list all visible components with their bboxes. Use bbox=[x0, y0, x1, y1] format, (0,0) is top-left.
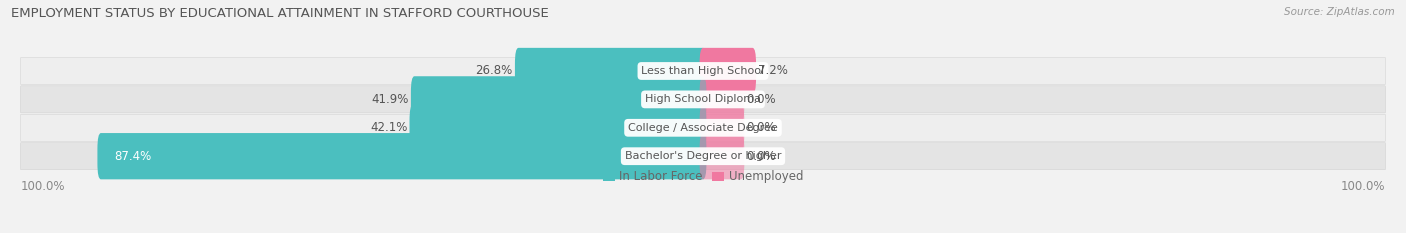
Text: High School Diploma: High School Diploma bbox=[645, 94, 761, 104]
Text: Less than High School: Less than High School bbox=[641, 66, 765, 76]
Text: Source: ZipAtlas.com: Source: ZipAtlas.com bbox=[1284, 7, 1395, 17]
Text: 41.9%: 41.9% bbox=[371, 93, 409, 106]
FancyBboxPatch shape bbox=[21, 114, 1385, 141]
Text: College / Associate Degree: College / Associate Degree bbox=[628, 123, 778, 133]
FancyBboxPatch shape bbox=[700, 133, 744, 179]
Text: Bachelor's Degree or higher: Bachelor's Degree or higher bbox=[624, 151, 782, 161]
Text: 26.8%: 26.8% bbox=[475, 65, 513, 78]
Text: 0.0%: 0.0% bbox=[747, 121, 776, 134]
FancyBboxPatch shape bbox=[411, 76, 706, 123]
FancyBboxPatch shape bbox=[97, 133, 706, 179]
Text: 100.0%: 100.0% bbox=[21, 180, 66, 193]
Text: 87.4%: 87.4% bbox=[115, 150, 152, 163]
Text: 42.1%: 42.1% bbox=[370, 121, 408, 134]
FancyBboxPatch shape bbox=[409, 105, 706, 151]
FancyBboxPatch shape bbox=[21, 57, 1385, 85]
Legend: In Labor Force, Unemployed: In Labor Force, Unemployed bbox=[598, 166, 808, 188]
FancyBboxPatch shape bbox=[515, 48, 706, 94]
Text: EMPLOYMENT STATUS BY EDUCATIONAL ATTAINMENT IN STAFFORD COURTHOUSE: EMPLOYMENT STATUS BY EDUCATIONAL ATTAINM… bbox=[11, 7, 548, 20]
Text: 7.2%: 7.2% bbox=[758, 65, 787, 78]
Text: 0.0%: 0.0% bbox=[747, 93, 776, 106]
Text: 100.0%: 100.0% bbox=[1340, 180, 1385, 193]
FancyBboxPatch shape bbox=[700, 76, 744, 123]
FancyBboxPatch shape bbox=[700, 48, 756, 94]
FancyBboxPatch shape bbox=[700, 105, 744, 151]
Text: 0.0%: 0.0% bbox=[747, 150, 776, 163]
FancyBboxPatch shape bbox=[21, 143, 1385, 170]
FancyBboxPatch shape bbox=[21, 86, 1385, 113]
